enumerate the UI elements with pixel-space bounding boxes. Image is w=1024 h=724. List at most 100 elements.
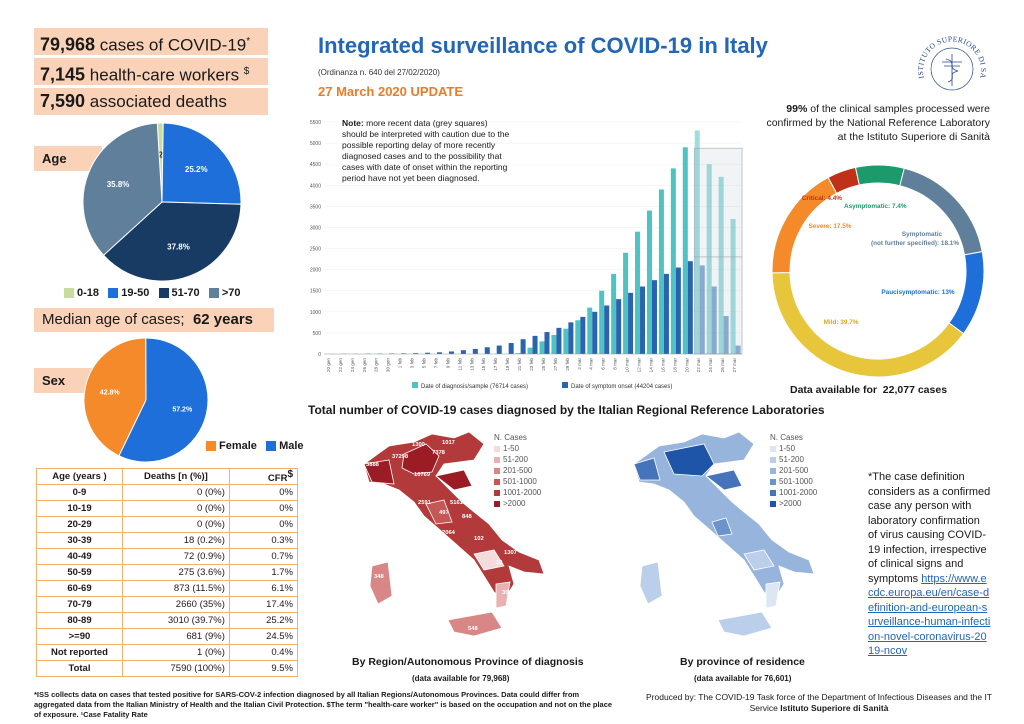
- bar-onset: [460, 350, 466, 354]
- x-tick-label: 20 gen: [326, 358, 331, 372]
- bar-onset: [448, 351, 454, 354]
- cfr-cell: 0%: [228, 484, 299, 502]
- deaths-cell: 3010 (39.7%): [121, 612, 230, 630]
- donut-label: Mild: 39.7%: [824, 319, 859, 326]
- region-label: 497: [439, 510, 449, 516]
- age-cell: Not reported: [36, 644, 123, 662]
- x-tick-label: 5 feb: [422, 358, 427, 369]
- bar-diagnosis: [551, 335, 557, 354]
- table-row: 50-59 275 (3.6%) 1.7%: [36, 564, 299, 582]
- region-label: 37298: [392, 454, 409, 460]
- x-tick-label: 22 gen: [338, 358, 343, 372]
- ordinance: (Ordinanza n. 640 del 27/02/2020): [318, 68, 440, 77]
- donut-label: (not further specified): 18.1%: [871, 240, 959, 247]
- table-row: 40-49 72 (0.9%) 0.7%: [36, 548, 299, 566]
- x-tick-label: 22 mar: [696, 358, 701, 373]
- bar-diagnosis: [575, 320, 581, 354]
- y-tick-label: 0: [318, 352, 321, 358]
- table-row: 20-29 0 (0%) 0%: [36, 516, 299, 534]
- y-tick-label: 4500: [310, 162, 321, 168]
- age-cell: 70-79: [36, 596, 123, 614]
- bar-onset: [580, 316, 586, 354]
- cfr-cell: 25.2%: [228, 612, 299, 630]
- cfr-cell: 6.1%: [228, 580, 299, 598]
- x-tick-label: 10 mar: [625, 358, 630, 373]
- bar-onset: [640, 286, 646, 354]
- donut-label: Asymptomatic: 7.4%: [844, 203, 907, 210]
- bar-diagnosis: [706, 164, 712, 354]
- bar-diagnosis: [694, 130, 700, 354]
- bar-onset: [604, 305, 610, 354]
- case-definition: *The case definition considers as a conf…: [868, 471, 991, 658]
- region-label: 848: [462, 514, 472, 520]
- bar-onset: [675, 267, 681, 354]
- bar-diagnosis: [623, 252, 629, 354]
- legend-label: Date of diagnosis/sample (76714 cases): [421, 384, 528, 390]
- x-tick-label: 21 feb: [517, 358, 522, 371]
- donut-label: Paucisymptomatic: 13%: [881, 289, 954, 296]
- cfr-cell: 0%: [228, 516, 299, 534]
- cfr-cell: 0%: [228, 500, 299, 518]
- table-row: 0-9 0 (0%) 0%: [36, 484, 299, 502]
- x-tick-label: 28 gen: [374, 358, 379, 372]
- bar-onset: [723, 316, 729, 354]
- age-cell: 10-19: [36, 500, 123, 518]
- cfr-cell: 0.7%: [228, 548, 299, 566]
- table-row: 10-19 0 (0%) 0%: [36, 500, 299, 518]
- age-cell: 30-39: [36, 532, 123, 550]
- x-tick-label: 13 feb: [469, 358, 474, 371]
- deaths-cell: 0 (0%): [121, 500, 230, 518]
- deaths-cell: 0 (0%): [121, 484, 230, 502]
- age-cell: 40-49: [36, 548, 123, 566]
- x-tick-label: 23 feb: [529, 358, 534, 371]
- province-sardegna: [639, 561, 663, 605]
- x-tick-label: 12 mar: [636, 358, 641, 373]
- province-lombardia: [663, 443, 715, 477]
- x-tick-label: 17 feb: [493, 358, 498, 371]
- age-cell: 20-29: [36, 516, 123, 534]
- y-tick-label: 500: [313, 331, 322, 337]
- region-label: 300: [502, 590, 512, 596]
- x-tick-label: 27 feb: [553, 358, 558, 371]
- hcw-stat: 7,145 health-care workers $: [34, 58, 268, 85]
- legend-swatch: [108, 288, 119, 299]
- maps-title: Total number of COVID-19 cases diagnosed…: [308, 403, 825, 417]
- y-tick-label: 5000: [310, 141, 321, 147]
- deaths-cell: 7590 (100%): [121, 660, 230, 678]
- region-label: 1307: [504, 550, 517, 556]
- region-label: 102: [474, 536, 484, 542]
- ecdc-link[interactable]: https://www.ecdc.europa.eu/en/case-defin…: [868, 572, 991, 658]
- donut-label: Severe: 17.5%: [809, 223, 852, 230]
- province-emilia: [705, 469, 743, 491]
- bar-onset: [484, 347, 490, 354]
- age-cell: Total: [36, 660, 123, 678]
- region-label: 10: [496, 560, 502, 566]
- bar-onset: [401, 353, 407, 354]
- region-label: 348: [374, 574, 384, 580]
- x-tick-label: 3 feb: [410, 358, 415, 369]
- pie-slice-Male: [118, 337, 209, 463]
- y-tick-label: 1000: [310, 310, 321, 316]
- table-header-row: Age (years ) Deaths [n (%)] CFR$: [36, 467, 299, 486]
- timeline-chart: 0 500 1000 1500 2000 2500 3000 3500 4000 4500 5000…: [310, 120, 743, 390]
- bar-onset: [556, 327, 562, 354]
- bar-onset: [544, 332, 550, 354]
- donut-label: Symptomatic: [902, 231, 943, 238]
- bar-diagnosis: [718, 176, 724, 354]
- bar-onset: [711, 286, 717, 354]
- cfr-cell: 1.7%: [228, 564, 299, 582]
- bar-onset: [592, 311, 598, 354]
- x-tick-label: 15 feb: [481, 358, 486, 371]
- y-tick-label: 4000: [310, 183, 321, 189]
- donut-slice-Severe: [771, 176, 838, 274]
- pie-label: 1.2%: [152, 151, 170, 160]
- region-label: 988: [417, 432, 427, 438]
- region-label: 402: [358, 452, 368, 458]
- legend-swatch: [208, 288, 219, 299]
- table-row: Total 7590 (100%) 9.5%: [36, 660, 299, 678]
- bar-diagnosis: [527, 347, 533, 354]
- col-age: Age (years ): [36, 467, 123, 486]
- bar-onset: [651, 280, 657, 354]
- bar-onset: [735, 345, 741, 354]
- update-date: 27 March 2020 UPDATE: [318, 84, 463, 99]
